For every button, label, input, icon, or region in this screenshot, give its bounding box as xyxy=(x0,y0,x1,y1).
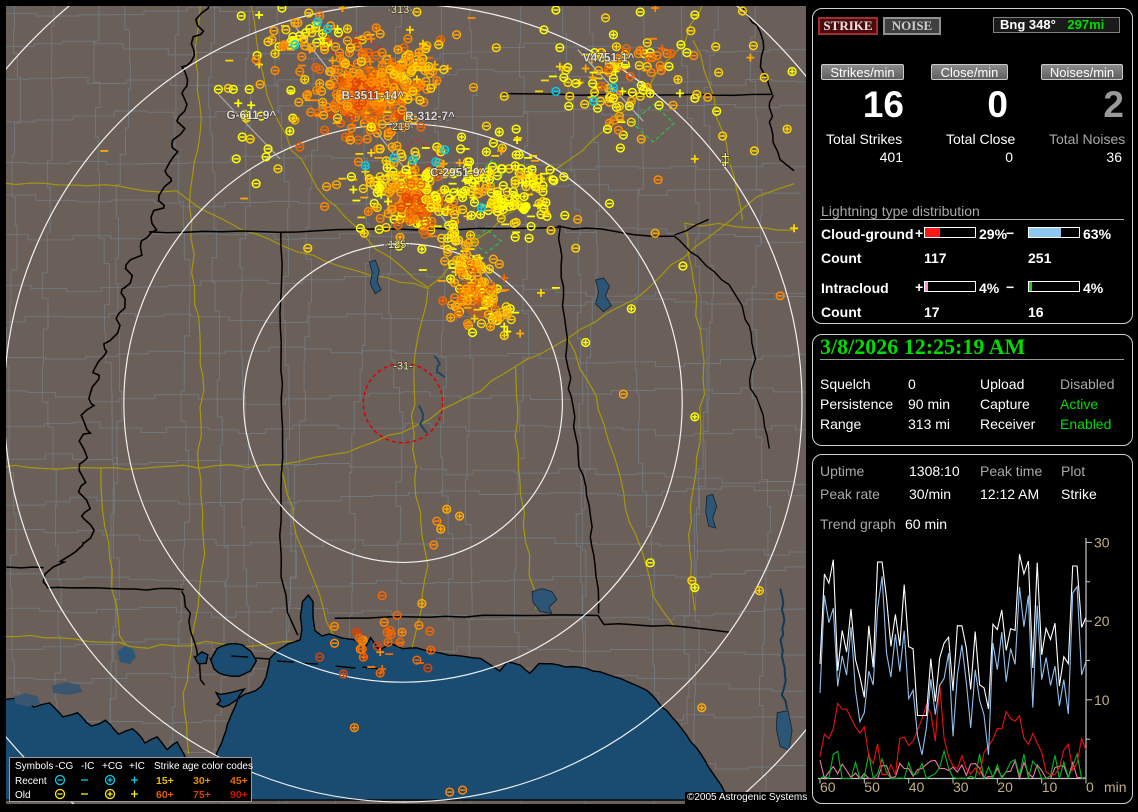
svg-text:15+: 15+ xyxy=(156,775,174,787)
svg-text:10: 10 xyxy=(1094,692,1110,708)
svg-text:60+: 60+ xyxy=(156,789,174,801)
svg-text:Strike age color codes: Strike age color codes xyxy=(154,761,253,772)
svg-text:-31-: -31- xyxy=(393,360,413,372)
svg-text:B-3511-14^: B-3511-14^ xyxy=(341,88,404,102)
svg-text:-125-: -125- xyxy=(384,239,410,251)
svg-text:40: 40 xyxy=(909,779,925,795)
svg-text:20: 20 xyxy=(997,779,1013,795)
svg-text:Old: Old xyxy=(15,790,31,801)
svg-text:20: 20 xyxy=(1094,613,1110,629)
svg-text:+IC: +IC xyxy=(129,761,145,772)
svg-text:90+: 90+ xyxy=(230,789,248,801)
svg-text:0: 0 xyxy=(1086,779,1094,795)
svg-text:-CG: -CG xyxy=(55,761,74,772)
svg-text:-219-: -219- xyxy=(388,121,414,133)
svg-text:+CG: +CG xyxy=(102,761,123,772)
svg-text:Recent: Recent xyxy=(15,776,47,787)
svg-text:45+: 45+ xyxy=(230,775,248,787)
svg-text:30: 30 xyxy=(953,779,969,795)
svg-text:75+: 75+ xyxy=(193,789,211,801)
svg-text:‡: ‡ xyxy=(721,150,730,169)
svg-text:-313-: -313- xyxy=(387,6,413,16)
svg-text:min: min xyxy=(1104,779,1127,795)
svg-text:G-611-9^: G-611-9^ xyxy=(226,108,276,122)
svg-text:-IC: -IC xyxy=(81,761,94,772)
svg-text:50: 50 xyxy=(864,779,880,795)
svg-text:V4751-1^: V4751-1^ xyxy=(583,51,635,65)
svg-text:30+: 30+ xyxy=(193,775,211,787)
svg-text:Symbols: Symbols xyxy=(15,761,53,772)
svg-text:R-312-7^: R-312-7^ xyxy=(405,109,455,123)
svg-text:C-2951-9^: C-2951-9^ xyxy=(430,166,487,180)
svg-text:10: 10 xyxy=(1042,779,1058,795)
svg-text:30: 30 xyxy=(1094,534,1110,550)
svg-text:60: 60 xyxy=(820,779,836,795)
